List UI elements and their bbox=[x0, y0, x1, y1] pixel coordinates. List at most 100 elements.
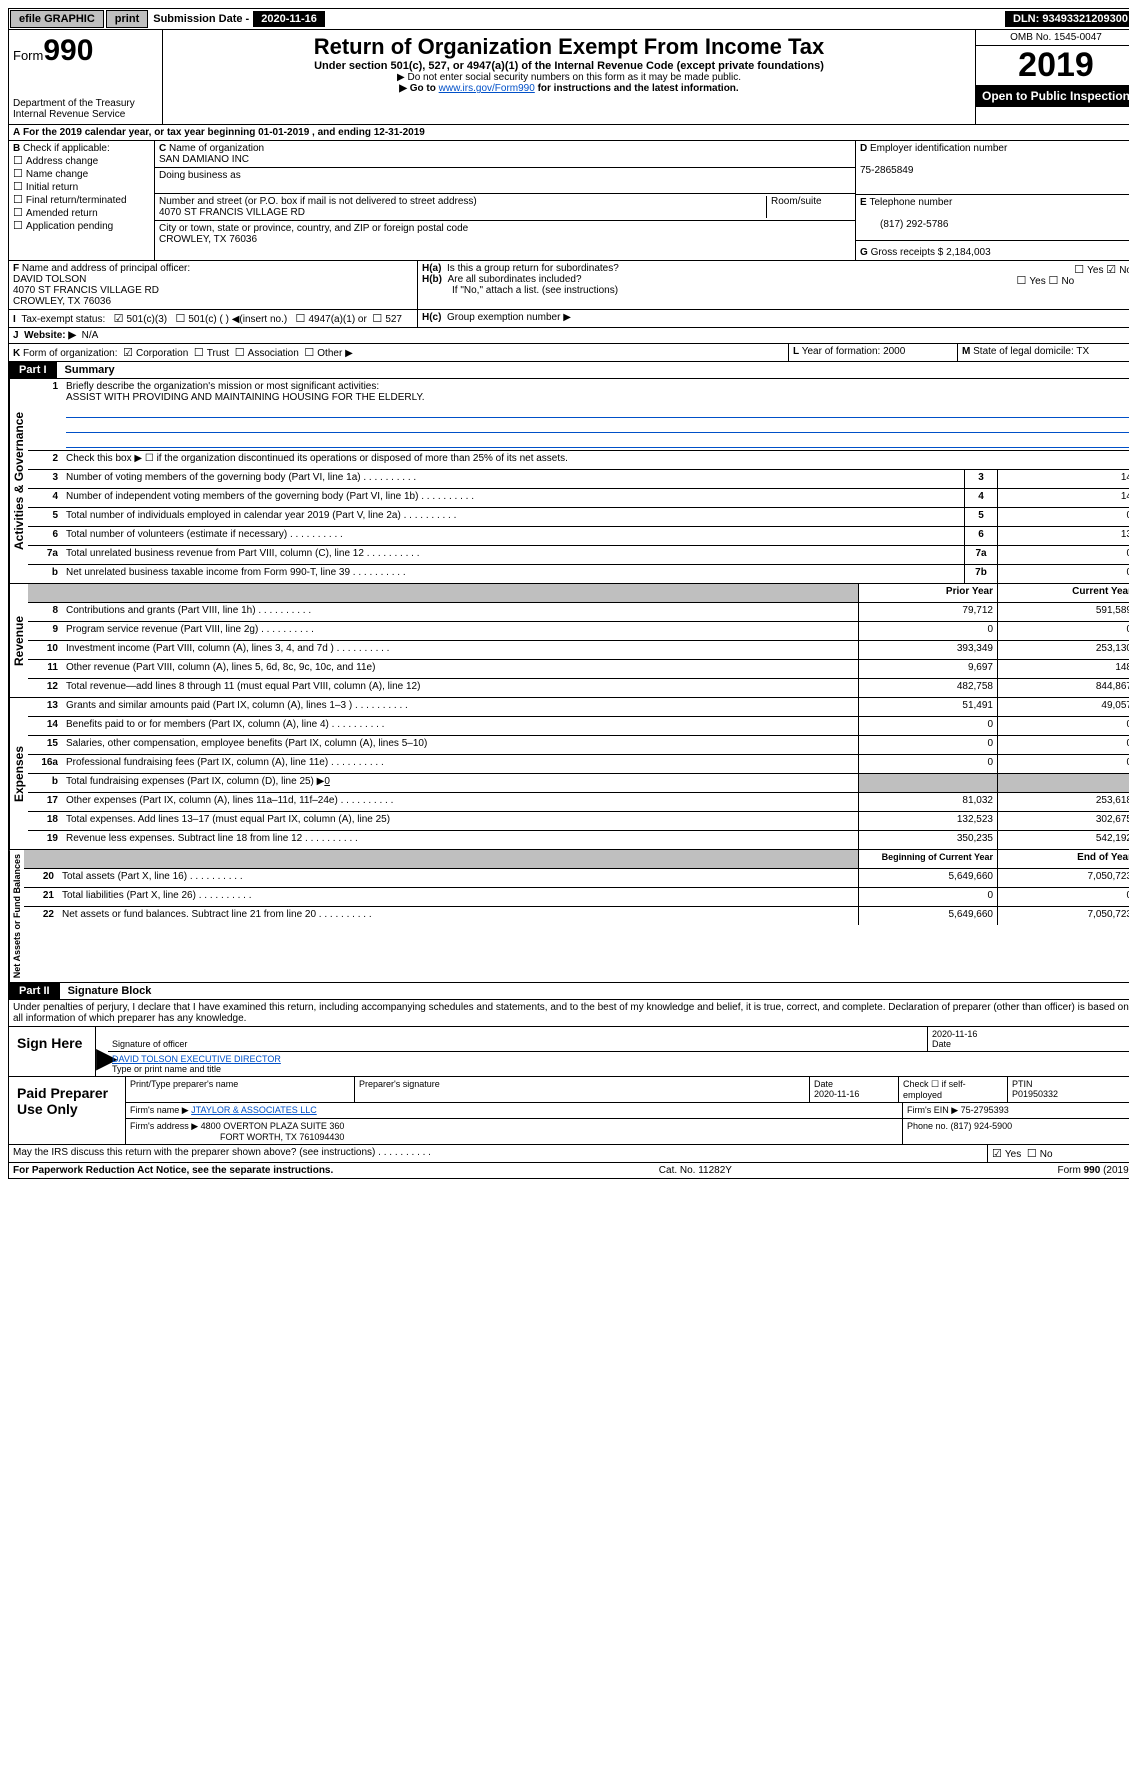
sign-here-label: Sign Here bbox=[9, 1027, 96, 1076]
print-button[interactable]: print bbox=[106, 10, 148, 28]
form-id-box: Form990 Department of the Treasury Inter… bbox=[9, 30, 163, 124]
l10-cy: 253,130 bbox=[997, 641, 1129, 659]
l18-py: 132,523 bbox=[858, 812, 997, 830]
phone: (817) 292-5786 bbox=[860, 219, 948, 230]
chk-initial-return[interactable]: Initial return bbox=[13, 182, 78, 193]
l12-cy: 844,867 bbox=[997, 679, 1129, 697]
side-netassets: Net Assets or Fund Balances bbox=[9, 850, 24, 982]
l17-py: 81,032 bbox=[858, 793, 997, 811]
efile-button[interactable]: efile GRAPHIC bbox=[10, 10, 104, 28]
paid-preparer-label: Paid Preparer Use Only bbox=[9, 1077, 126, 1144]
chk-527[interactable]: 527 bbox=[372, 314, 402, 325]
l14-py: 0 bbox=[858, 717, 997, 735]
year-box: OMB No. 1545-0047 2019 Open to Public In… bbox=[975, 30, 1129, 124]
l12-py: 482,758 bbox=[858, 679, 997, 697]
l11-py: 9,697 bbox=[858, 660, 997, 678]
irs-link[interactable]: www.irs.gov/Form990 bbox=[439, 83, 535, 94]
l7a-val: 0 bbox=[997, 546, 1129, 564]
firm-phone: (817) 924-5900 bbox=[951, 1121, 1013, 1131]
state-domicile: TX bbox=[1076, 346, 1089, 357]
l22-boy: 5,649,660 bbox=[858, 907, 997, 925]
firm-name: JTAYLOR & ASSOCIATES LLC bbox=[191, 1105, 317, 1115]
l19-cy: 542,192 bbox=[997, 831, 1129, 849]
chk-address-change[interactable]: Address change bbox=[13, 156, 98, 167]
side-governance: Activities & Governance bbox=[9, 379, 28, 583]
l4-val: 14 bbox=[997, 489, 1129, 507]
l3-val: 14 bbox=[997, 470, 1129, 488]
ha-no[interactable]: No bbox=[1106, 265, 1129, 276]
chk-amended[interactable]: Amended return bbox=[13, 208, 98, 219]
org-name: SAN DAMIANO INC bbox=[159, 154, 249, 165]
chk-final-return[interactable]: Final return/terminated bbox=[13, 195, 127, 206]
mission: ASSIST WITH PROVIDING AND MAINTAINING HO… bbox=[66, 392, 425, 403]
ein: 75-2865849 bbox=[860, 165, 913, 176]
chk-4947[interactable]: 4947(a)(1) or bbox=[296, 314, 367, 325]
l15-py: 0 bbox=[858, 736, 997, 754]
l18-cy: 302,675 bbox=[997, 812, 1129, 830]
l8-cy: 591,589 bbox=[997, 603, 1129, 621]
l19-py: 350,235 bbox=[858, 831, 997, 849]
submission-date: 2020-11-16 bbox=[253, 11, 325, 27]
top-toolbar: efile GRAPHIC print Submission Date - 20… bbox=[8, 8, 1129, 30]
l5-val: 0 bbox=[997, 508, 1129, 526]
chk-501c3[interactable]: 501(c)(3) bbox=[114, 314, 168, 325]
org-city: CROWLEY, TX 76036 bbox=[159, 234, 257, 245]
chk-app-pending[interactable]: Application pending bbox=[13, 221, 113, 232]
submission-label: Submission Date - bbox=[149, 13, 253, 25]
l7b-val: 0 bbox=[997, 565, 1129, 583]
l9-cy: 0 bbox=[997, 622, 1129, 640]
l20-boy: 5,649,660 bbox=[858, 869, 997, 887]
prep-date: 2020-11-16 bbox=[814, 1089, 859, 1099]
l20-eoy: 7,050,723 bbox=[997, 869, 1129, 887]
org-address: 4070 ST FRANCIS VILLAGE RD bbox=[159, 207, 305, 218]
footer: For Paperwork Reduction Act Notice, see … bbox=[8, 1163, 1129, 1179]
ptin: P01950332 bbox=[1012, 1089, 1058, 1099]
l13-py: 51,491 bbox=[858, 698, 997, 716]
l9-py: 0 bbox=[858, 622, 997, 640]
dln: DLN: 93493321209300 bbox=[1005, 11, 1129, 27]
l17-cy: 253,618 bbox=[997, 793, 1129, 811]
side-revenue: Revenue bbox=[9, 584, 28, 697]
sign-date: 2020-11-16 bbox=[932, 1029, 977, 1039]
l16b-val: 0 bbox=[324, 776, 330, 787]
hb-yes[interactable]: Yes bbox=[1017, 276, 1046, 287]
form-title-box: Return of Organization Exempt From Incom… bbox=[163, 30, 975, 124]
hb-no[interactable]: No bbox=[1049, 276, 1075, 287]
officer-name: DAVID TOLSON bbox=[13, 274, 86, 285]
firm-ein: 75-2795393 bbox=[961, 1105, 1009, 1115]
l21-boy: 0 bbox=[858, 888, 997, 906]
chk-trust[interactable]: Trust bbox=[194, 348, 229, 359]
box-b: B Check if applicable: Address change Na… bbox=[9, 141, 155, 260]
firm-address: 4800 OVERTON PLAZA SUITE 360 bbox=[201, 1121, 345, 1131]
discuss-yes[interactable]: Yes bbox=[992, 1149, 1021, 1160]
l21-eoy: 0 bbox=[997, 888, 1129, 906]
officer-sig-name: DAVID TOLSON EXECUTIVE DIRECTOR bbox=[112, 1054, 281, 1064]
chk-501c[interactable]: 501(c) ( ) ◀(insert no.) bbox=[175, 314, 287, 325]
part1-tab: Part I bbox=[9, 362, 57, 378]
l10-py: 393,349 bbox=[858, 641, 997, 659]
l16a-cy: 0 bbox=[997, 755, 1129, 773]
l6-val: 13 bbox=[997, 527, 1129, 545]
year-formation: 2000 bbox=[883, 346, 905, 357]
chk-self-employed[interactable]: Check ☐ if self-employed bbox=[899, 1077, 1008, 1102]
chk-name-change[interactable]: Name change bbox=[13, 169, 88, 180]
l22-eoy: 7,050,723 bbox=[997, 907, 1129, 925]
l14-cy: 0 bbox=[997, 717, 1129, 735]
ha-yes[interactable]: Yes bbox=[1074, 265, 1103, 276]
form-title: Return of Organization Exempt From Incom… bbox=[167, 34, 971, 60]
side-expenses: Expenses bbox=[9, 698, 28, 849]
gross-receipts: 2,184,003 bbox=[946, 247, 991, 258]
perjury-declaration: Under penalties of perjury, I declare th… bbox=[8, 1000, 1129, 1027]
chk-corp[interactable]: Corporation bbox=[123, 348, 188, 359]
l8-py: 79,712 bbox=[858, 603, 997, 621]
l11-cy: 148 bbox=[997, 660, 1129, 678]
l16a-py: 0 bbox=[858, 755, 997, 773]
website: N/A bbox=[82, 330, 99, 341]
chk-assoc[interactable]: Association bbox=[235, 348, 299, 359]
line-a: A For the 2019 calendar year, or tax yea… bbox=[9, 125, 1129, 140]
part2-tab: Part II bbox=[9, 983, 60, 999]
l15-cy: 0 bbox=[997, 736, 1129, 754]
discuss-no[interactable]: No bbox=[1027, 1149, 1053, 1160]
chk-other[interactable]: Other ▶ bbox=[304, 348, 352, 359]
l13-cy: 49,057 bbox=[997, 698, 1129, 716]
